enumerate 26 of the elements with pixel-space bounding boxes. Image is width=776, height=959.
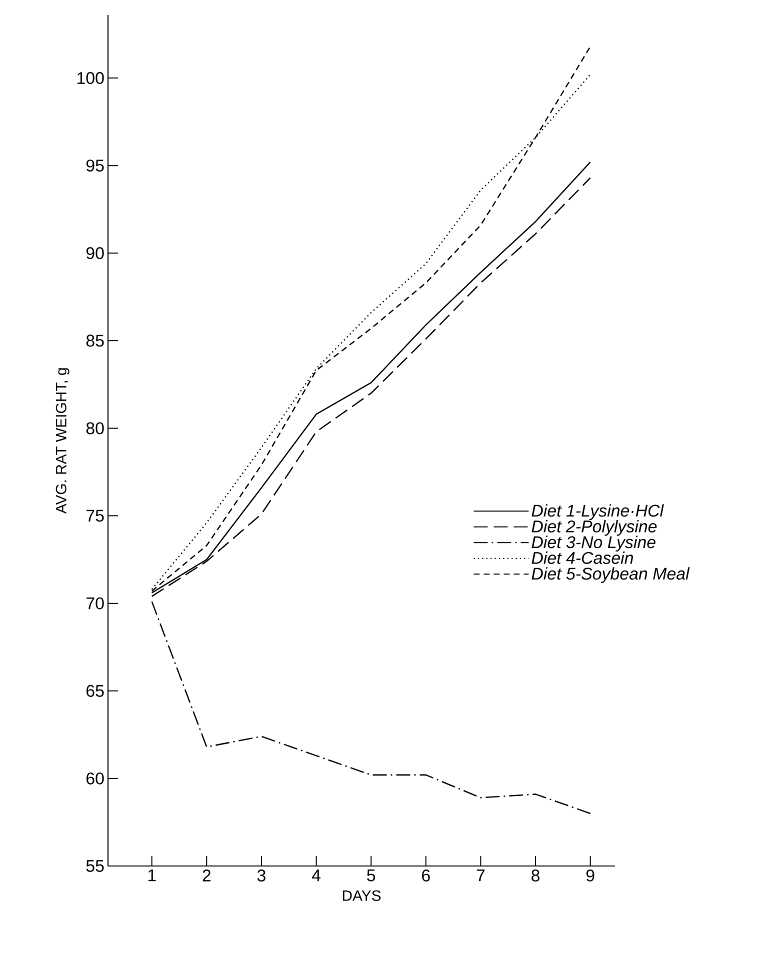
y-tick-label: 55	[86, 860, 104, 872]
legend-label: Diet 1-Lysine·HCl	[532, 504, 664, 520]
legend-label: Diet 3-No Lysine	[532, 536, 656, 552]
legend-label: Diet 4-Casein	[532, 552, 633, 564]
x-axis-title: DAYS	[342, 890, 381, 901]
legend-label: Diet 2-Polylysine	[532, 520, 657, 536]
y-tick-label: 75	[86, 510, 104, 522]
legend-label: Diet 5-Soybean Meal	[532, 567, 690, 584]
y-tick-label: 95	[86, 160, 104, 172]
y-tick-label: 60	[86, 772, 104, 784]
x-tick-label: 8	[532, 870, 540, 882]
y-tick-label: 100	[78, 72, 104, 84]
x-tick-label: 6	[422, 870, 430, 882]
y-axis-title: AVG. RAT WEIGHT, g	[56, 368, 70, 514]
x-tick-label: 4	[312, 870, 320, 882]
x-tick-label: 3	[257, 870, 266, 882]
y-tick-label: 85	[86, 334, 104, 347]
x-tick-label: 5	[367, 870, 376, 882]
x-tick-label: 7	[476, 870, 485, 882]
y-tick-label: 65	[86, 684, 104, 697]
y-tick-label: 80	[86, 422, 104, 434]
x-tick-label: 1	[148, 870, 156, 882]
y-tick-label: 90	[86, 247, 104, 260]
x-tick-label: 9	[586, 870, 594, 882]
x-tick-label: 2	[202, 870, 211, 882]
y-tick-label: 70	[86, 597, 104, 610]
